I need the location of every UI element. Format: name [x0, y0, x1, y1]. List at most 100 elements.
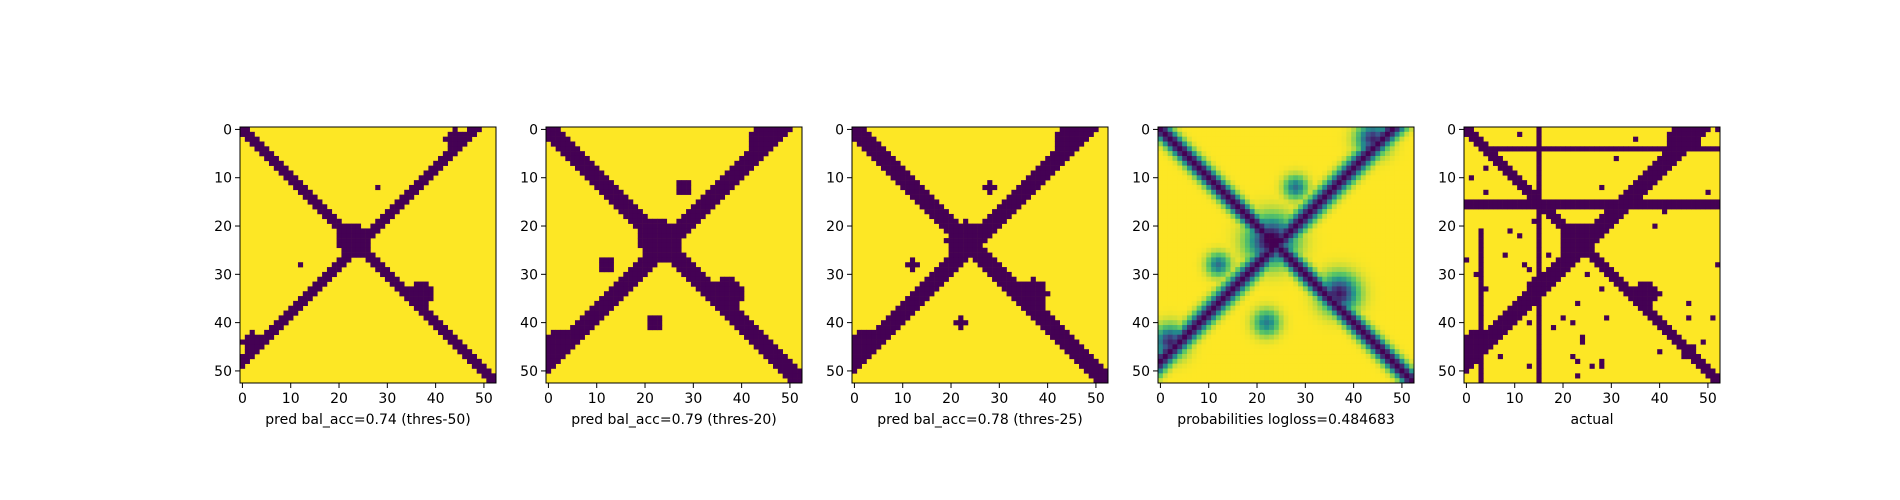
heatmap-cell: [1059, 160, 1065, 166]
heatmap-cell: [1331, 325, 1338, 331]
heatmap-cell: [1662, 155, 1668, 162]
heatmap-cell: [1215, 233, 1222, 239]
heatmap-cell: [1074, 131, 1080, 137]
heatmap-cell: [1351, 170, 1357, 176]
heatmap-cell: [1409, 180, 1415, 186]
heatmap-cell: [924, 281, 930, 287]
heatmap-cell: [1259, 276, 1265, 282]
heatmap-cell: [1215, 155, 1222, 162]
heatmap-cell: [1322, 228, 1328, 234]
heatmap-cell: [1394, 286, 1400, 292]
heatmap-cell: [1331, 349, 1338, 355]
heatmap-cell: [259, 344, 265, 350]
heatmap-cell: [1327, 223, 1333, 229]
heatmap-cell: [1312, 160, 1318, 166]
heatmap-cell: [1341, 286, 1347, 292]
heatmap-cell: [1468, 199, 1474, 205]
heatmap-cell: [1341, 349, 1347, 355]
heatmap-cell: [1483, 204, 1489, 210]
heatmap-cell: [1191, 354, 1197, 360]
heatmap-cell: [880, 329, 887, 335]
heatmap-cell: [428, 291, 434, 297]
heatmap-cell: [1360, 358, 1366, 364]
heatmap-cell: [1565, 247, 1571, 253]
heatmap-cell: [1201, 242, 1207, 249]
x-tick-label: 20: [636, 391, 654, 407]
heatmap-cell: [1220, 291, 1226, 297]
heatmap-cell: [1536, 291, 1542, 297]
heatmap-cell: [579, 165, 585, 171]
heatmap-cell: [389, 276, 395, 282]
heatmap-cell: [1531, 189, 1537, 195]
heatmap-cell: [1336, 204, 1342, 210]
heatmap-cell: [758, 146, 764, 152]
heatmap-cell: [1196, 199, 1202, 205]
heatmap-cell: [1346, 344, 1352, 350]
heatmap-cell: [1389, 257, 1395, 263]
heatmap-cell: [642, 228, 648, 234]
heatmap-cell: [1235, 344, 1241, 350]
heatmap-cell: [244, 358, 250, 364]
heatmap-cell: [1356, 325, 1362, 331]
heatmap-cell: [866, 344, 872, 350]
heatmap-cell: [1225, 262, 1231, 268]
heatmap-cell: [1399, 354, 1405, 360]
heatmap-cell: [442, 155, 448, 162]
heatmap-cell: [1404, 136, 1410, 142]
heatmap-cell: [322, 204, 328, 210]
heatmap-cell: [1273, 194, 1280, 200]
heatmap-cell: [1206, 349, 1212, 355]
heatmap-cell: [1628, 204, 1634, 210]
heatmap-cell: [1637, 286, 1644, 292]
heatmap-cell: [1575, 146, 1581, 152]
heatmap-cell: [1230, 310, 1236, 316]
heatmap-cell: [312, 291, 318, 297]
heatmap-cell: [734, 175, 740, 181]
heatmap-cell: [1599, 146, 1605, 152]
heatmap-cell: [1283, 184, 1289, 191]
heatmap-cell: [1322, 141, 1328, 147]
heatmap-cell: [1356, 286, 1362, 292]
heatmap-cell: [1389, 344, 1395, 350]
heatmap-cell: [1389, 242, 1395, 249]
heatmap-cell: [1317, 329, 1323, 335]
heatmap-cell: [1399, 175, 1405, 181]
heatmap-cell: [1240, 349, 1246, 355]
heatmap-cell: [1162, 315, 1168, 321]
heatmap-cell: [1079, 363, 1085, 369]
heatmap-cell: [744, 165, 750, 171]
heatmap-cell: [1351, 242, 1357, 249]
heatmap-cell: [1177, 358, 1183, 364]
heatmap-cell: [905, 315, 911, 321]
heatmap-cell: [1191, 160, 1197, 166]
heatmap-cell: [1312, 296, 1318, 302]
heatmap-cell: [1278, 291, 1284, 297]
heatmap-cell: [1158, 296, 1164, 302]
heatmap-cell: [1399, 300, 1405, 307]
heatmap-cell: [1478, 286, 1484, 292]
heatmap-cell: [1507, 165, 1513, 171]
heatmap-cell: [1215, 165, 1222, 171]
heatmap-cell: [1642, 310, 1648, 316]
heatmap-cell: [792, 378, 798, 384]
heatmap-cell: [1293, 160, 1299, 166]
heatmap-cell: [1331, 339, 1338, 345]
heatmap-cell: [273, 320, 279, 326]
heatmap-cell: [1642, 199, 1648, 205]
heatmap-cell: [589, 160, 595, 166]
heatmap-cell: [1206, 339, 1212, 345]
heatmap-cell: [1360, 228, 1366, 234]
heatmap-cell: [1206, 310, 1212, 316]
heatmap-cell: [1215, 252, 1222, 258]
heatmap-cell: [1317, 184, 1323, 191]
heatmap-cell: [1172, 127, 1178, 133]
heatmap-cell: [1385, 170, 1391, 176]
heatmap-cell: [1158, 325, 1164, 331]
heatmap-cell: [1259, 136, 1265, 142]
heatmap-cell: [1254, 339, 1260, 345]
heatmap-cell: [1608, 267, 1615, 273]
heatmap-cell: [1331, 310, 1338, 316]
heatmap-cell: [690, 276, 697, 282]
heatmap-cell: [1360, 180, 1366, 186]
